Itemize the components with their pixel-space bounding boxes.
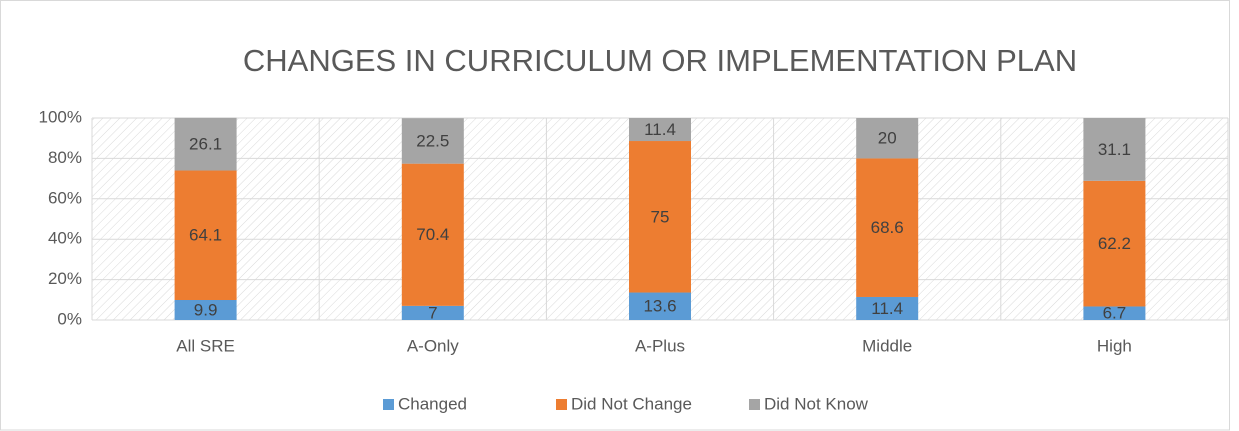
x-tick-label: A-Only bbox=[407, 336, 459, 355]
legend-label: Changed bbox=[398, 394, 467, 413]
y-tick-label: 80% bbox=[48, 148, 82, 167]
data-label: 11.4 bbox=[644, 120, 676, 139]
y-tick-label: 0% bbox=[57, 309, 82, 328]
x-tick-label: A-Plus bbox=[635, 336, 685, 355]
x-tick-label: High bbox=[1097, 336, 1132, 355]
data-label: 62.2 bbox=[1098, 234, 1131, 253]
bar-segment bbox=[629, 118, 691, 142]
legend-label: Did Not Know bbox=[764, 394, 869, 413]
data-label: 11.4 bbox=[871, 299, 903, 318]
data-label: 6.7 bbox=[1103, 304, 1127, 323]
bar-segment bbox=[629, 292, 691, 320]
data-label: 13.6 bbox=[643, 297, 676, 316]
y-tick-label: 40% bbox=[48, 229, 82, 248]
x-tick-label: Middle bbox=[862, 336, 912, 355]
x-tick-label: All SRE bbox=[176, 336, 235, 355]
data-label: 68.6 bbox=[871, 218, 904, 237]
bar-segment bbox=[401, 305, 464, 320]
bar-segment bbox=[856, 118, 919, 159]
bar-segment bbox=[1083, 118, 1146, 181]
bar-segment bbox=[401, 118, 464, 164]
legend-swatch bbox=[556, 399, 567, 410]
data-label: 7 bbox=[428, 303, 437, 322]
legend-swatch bbox=[749, 399, 760, 410]
data-label: 64.1 bbox=[189, 226, 222, 245]
chart-title: CHANGES IN CURRICULUM OR IMPLEMENTATION … bbox=[243, 43, 1077, 78]
legend-label: Did Not Change bbox=[571, 394, 692, 413]
data-label: 22.5 bbox=[416, 131, 449, 150]
bar-segment bbox=[174, 300, 237, 320]
data-label: 20 bbox=[878, 129, 897, 148]
bar-segment bbox=[629, 141, 691, 293]
bar-segment bbox=[1083, 180, 1146, 307]
y-tick-label: 100% bbox=[39, 107, 82, 126]
bar-segment bbox=[174, 170, 237, 301]
data-label: 31.1 bbox=[1098, 140, 1131, 159]
data-label: 9.9 bbox=[194, 300, 218, 319]
data-label: 26.1 bbox=[189, 135, 222, 154]
data-label: 75 bbox=[651, 207, 670, 226]
y-tick-label: 20% bbox=[48, 269, 82, 288]
bar-segment bbox=[174, 117, 237, 171]
legend-swatch bbox=[383, 399, 394, 410]
bar-segment bbox=[856, 158, 919, 297]
bar-segment bbox=[856, 296, 919, 320]
bar-segment bbox=[1083, 306, 1146, 320]
y-tick-label: 60% bbox=[48, 188, 82, 207]
data-label: 70.4 bbox=[416, 225, 449, 244]
bar-segment bbox=[401, 163, 464, 306]
